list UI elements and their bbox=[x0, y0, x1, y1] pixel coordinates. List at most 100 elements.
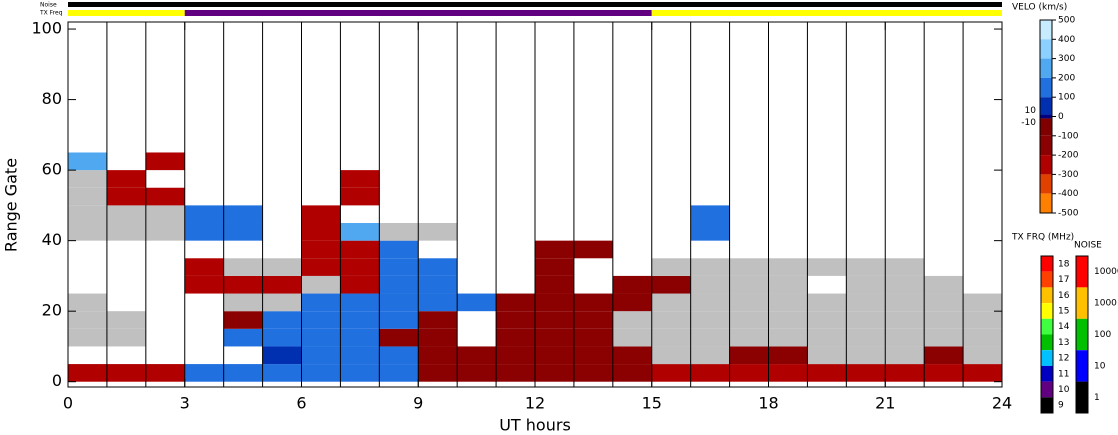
cell bbox=[340, 275, 380, 294]
velocity-swatch bbox=[1040, 39, 1052, 59]
cell bbox=[768, 293, 808, 312]
noise-label: Noise bbox=[40, 2, 57, 9]
cell bbox=[223, 311, 263, 329]
noise_scale-label: 1 bbox=[1094, 393, 1100, 403]
velocity-swatch bbox=[1040, 58, 1052, 78]
cell bbox=[885, 328, 925, 347]
freq_scale-swatch bbox=[1041, 287, 1053, 304]
velocity-tick-label: -500 bbox=[1058, 209, 1079, 219]
cell bbox=[496, 346, 535, 365]
cell bbox=[106, 187, 146, 206]
freq_scale-label: 10 bbox=[1058, 385, 1070, 395]
freq-label: TX Freq bbox=[39, 10, 63, 17]
noise_scale-swatch bbox=[1076, 256, 1088, 288]
velocity-tick-label: 300 bbox=[1058, 54, 1075, 64]
cell bbox=[846, 293, 886, 312]
velocity-swatch bbox=[1040, 77, 1052, 98]
cell bbox=[457, 346, 497, 365]
cell bbox=[68, 223, 107, 241]
cell bbox=[924, 328, 964, 347]
cell bbox=[301, 364, 341, 382]
cell bbox=[68, 152, 107, 171]
freq_scale-label: 18 bbox=[1058, 259, 1070, 269]
cell bbox=[340, 346, 380, 365]
cell bbox=[145, 364, 185, 382]
cell bbox=[340, 364, 380, 382]
cell bbox=[340, 170, 380, 188]
cell bbox=[690, 275, 730, 294]
cell bbox=[768, 258, 808, 276]
cell bbox=[573, 346, 613, 365]
cell bbox=[379, 223, 419, 241]
freq_scale-label: 17 bbox=[1058, 275, 1069, 285]
cell bbox=[262, 328, 302, 347]
cell bbox=[807, 258, 847, 276]
velocity-tick-label: 100 bbox=[1058, 93, 1075, 103]
cell bbox=[573, 293, 613, 312]
cell bbox=[768, 275, 808, 294]
cell bbox=[457, 293, 497, 312]
cell bbox=[573, 364, 613, 382]
noise-bar bbox=[68, 2, 1002, 7]
cell bbox=[379, 240, 419, 259]
x-axis-label: UT hours bbox=[499, 416, 571, 435]
x-tick-label: 3 bbox=[180, 394, 190, 413]
cell bbox=[807, 346, 847, 365]
freq-segment bbox=[68, 10, 185, 16]
freq_scale-swatch bbox=[1041, 303, 1053, 319]
x-tick-label: 18 bbox=[758, 394, 778, 413]
cell bbox=[612, 346, 652, 365]
y-tick-label: 0 bbox=[52, 371, 62, 390]
cell bbox=[301, 328, 341, 347]
cell bbox=[924, 346, 964, 365]
cell bbox=[184, 364, 224, 382]
cell bbox=[145, 152, 185, 171]
cell bbox=[145, 223, 185, 241]
cell bbox=[68, 293, 107, 312]
cell bbox=[846, 311, 886, 329]
velocity-swatch bbox=[1040, 174, 1052, 194]
noise_scale-swatch bbox=[1076, 381, 1088, 413]
freq-scale-title: TX FRQ (MHz) bbox=[1011, 233, 1074, 243]
noise_scale-swatch bbox=[1076, 350, 1088, 382]
velocity-swatch bbox=[1040, 97, 1052, 115]
cell bbox=[496, 311, 535, 329]
cell bbox=[535, 275, 574, 294]
cell bbox=[106, 311, 146, 329]
cell bbox=[612, 328, 652, 347]
freq_scale-label: 14 bbox=[1058, 322, 1070, 332]
cell bbox=[418, 258, 458, 276]
cell bbox=[535, 364, 574, 382]
velocity-small-tick-label: -10 bbox=[1021, 118, 1036, 128]
cell bbox=[535, 328, 574, 347]
cell bbox=[457, 364, 497, 382]
cell bbox=[223, 223, 263, 241]
cell bbox=[223, 258, 263, 276]
cell bbox=[496, 328, 535, 347]
cell bbox=[729, 364, 769, 382]
freq_scale-swatch bbox=[1041, 365, 1053, 382]
cell bbox=[807, 311, 847, 329]
cell bbox=[145, 205, 185, 224]
cell bbox=[379, 311, 419, 329]
cell bbox=[340, 293, 380, 312]
cell bbox=[68, 311, 107, 329]
cell bbox=[68, 187, 107, 206]
cell bbox=[340, 223, 380, 241]
noise_scale-label: 100 bbox=[1094, 330, 1111, 340]
cell bbox=[963, 293, 1002, 312]
freq_scale-swatch bbox=[1041, 350, 1053, 366]
cell bbox=[418, 346, 458, 365]
cell bbox=[573, 328, 613, 347]
cell bbox=[690, 293, 730, 312]
cell bbox=[301, 240, 341, 259]
cell bbox=[68, 364, 107, 382]
velocity-tick-label: -200 bbox=[1058, 151, 1079, 161]
cell bbox=[340, 258, 380, 276]
freq_scale-frame bbox=[1040, 255, 1054, 414]
cell bbox=[379, 258, 419, 276]
freq_scale-label: 11 bbox=[1058, 369, 1069, 379]
cell bbox=[807, 293, 847, 312]
cell bbox=[885, 258, 925, 276]
cell bbox=[68, 328, 107, 347]
